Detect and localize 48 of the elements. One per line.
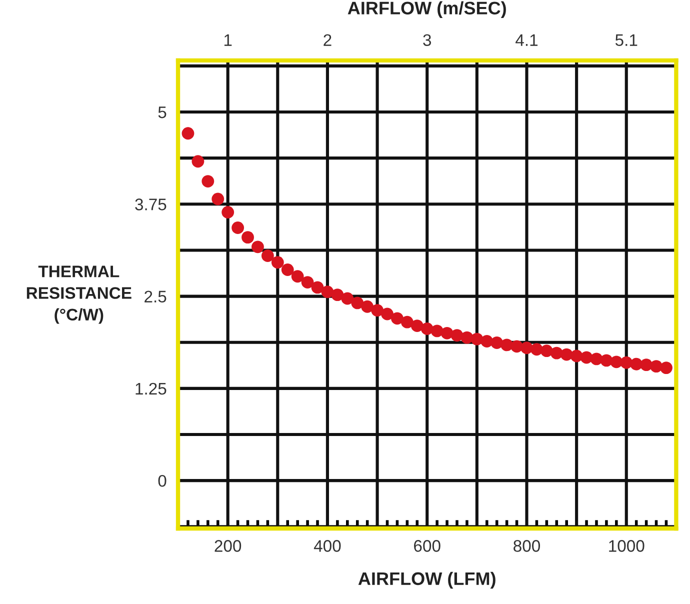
x-tick-label: 1000 xyxy=(609,540,644,552)
point xyxy=(291,270,304,283)
point xyxy=(232,222,244,234)
point xyxy=(361,300,374,313)
x-tick-label: 600 xyxy=(414,540,440,552)
point xyxy=(430,324,444,338)
point xyxy=(400,316,414,328)
x-tick-label: 200 xyxy=(214,540,242,552)
y-tick-label: 5 xyxy=(158,106,166,118)
point xyxy=(311,281,324,294)
point xyxy=(660,362,672,374)
x-tick-label: 800 xyxy=(514,540,540,552)
y-tick-label: 3.75 xyxy=(135,198,166,210)
point xyxy=(410,320,424,332)
point xyxy=(252,240,264,254)
x2-tick-label: 4.1 xyxy=(516,34,538,46)
point xyxy=(341,292,354,305)
x2-tick-label: 2 xyxy=(324,34,332,46)
point xyxy=(271,256,284,269)
point xyxy=(281,264,294,276)
y-tick-label: 1.25 xyxy=(136,382,166,395)
point xyxy=(391,312,404,325)
point xyxy=(371,304,384,317)
point xyxy=(182,127,194,140)
point xyxy=(222,206,234,218)
point xyxy=(351,296,364,310)
point xyxy=(540,344,553,358)
y-axis-title: THERMAL RESISTANCE (°C/W) xyxy=(26,266,132,324)
x2-tick-label: 3 xyxy=(423,34,432,46)
point xyxy=(381,308,394,320)
x-axis-title: AIRFLOW (LFM) xyxy=(358,572,496,589)
point xyxy=(440,326,454,340)
y-tick-label: 2.5 xyxy=(144,290,166,302)
point xyxy=(202,175,214,188)
point xyxy=(261,250,274,262)
point xyxy=(192,155,204,168)
point xyxy=(212,192,224,206)
x2-tick-label: 1 xyxy=(224,34,232,46)
x2-tick-label: 5.1 xyxy=(615,34,638,46)
point xyxy=(490,336,504,349)
point xyxy=(331,288,344,302)
point xyxy=(420,322,434,335)
point xyxy=(301,276,314,288)
point xyxy=(242,231,254,244)
x2-axis-title: AIRFLOW (m/SEC) xyxy=(348,1,506,18)
x-tick-label: 400 xyxy=(314,540,341,552)
point xyxy=(321,286,334,298)
y-tick-label: 0 xyxy=(158,474,166,487)
